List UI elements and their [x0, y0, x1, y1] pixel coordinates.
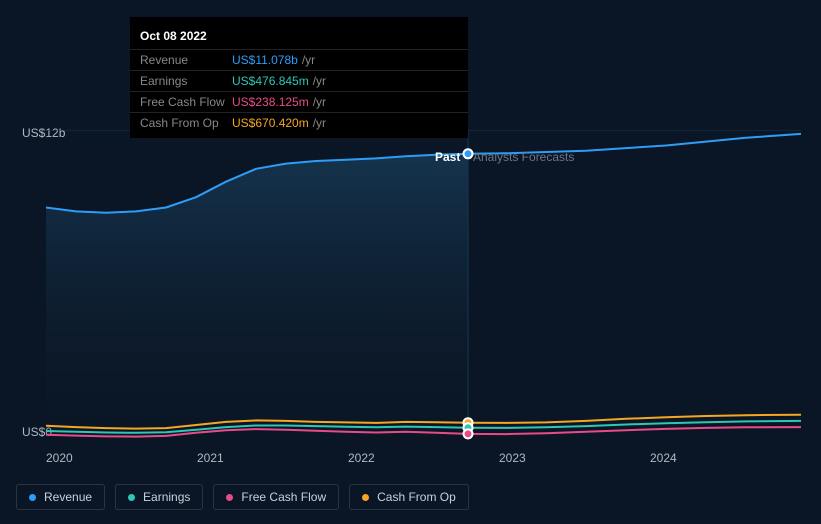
legend-item[interactable]: Earnings: [115, 484, 203, 510]
tooltip-row-label: Cash From Op: [140, 116, 232, 130]
legend: Revenue Earnings Free Cash Flow Cash From O…: [16, 484, 469, 510]
tooltip-row: EarningsUS$476.845m/yr: [130, 71, 468, 92]
legend-dot-icon: [29, 494, 36, 501]
legend-dot-icon: [128, 494, 135, 501]
legend-label: Free Cash Flow: [241, 490, 326, 504]
tooltip-row-unit: /yr: [313, 116, 326, 130]
tooltip-row-label: Free Cash Flow: [140, 95, 232, 109]
legend-item[interactable]: Cash From Op: [349, 484, 469, 510]
tooltip-row-unit: /yr: [302, 53, 315, 67]
tooltip-row: Free Cash FlowUS$238.125m/yr: [130, 92, 468, 113]
tooltip-row-value: US$238.125m: [232, 95, 309, 109]
tooltip-row-label: Revenue: [140, 53, 232, 67]
tooltip-row-label: Earnings: [140, 74, 232, 88]
tooltip-date: Oct 08 2022: [130, 25, 468, 50]
legend-label: Cash From Op: [377, 490, 456, 504]
x-axis-label: 2024: [650, 451, 677, 465]
legend-item[interactable]: Revenue: [16, 484, 105, 510]
past-annotation: Past: [435, 150, 460, 164]
x-axis-label: 2020: [46, 451, 73, 465]
chart-svg: [46, 130, 801, 440]
forecasts-annotation: Analysts Forecasts: [473, 150, 574, 164]
legend-dot-icon: [226, 494, 233, 501]
tooltip-row: RevenueUS$11.078b/yr: [130, 50, 468, 71]
x-axis-label: 2021: [197, 451, 224, 465]
tooltip-row-value: US$11.078b: [232, 53, 298, 67]
tooltip-row-value: US$670.420m: [232, 116, 309, 130]
chart-tooltip: Oct 08 2022 RevenueUS$11.078b/yrEarnings…: [130, 17, 468, 138]
x-axis-label: 2023: [499, 451, 526, 465]
x-axis-label: 2022: [348, 451, 375, 465]
tooltip-row: Cash From OpUS$670.420m/yr: [130, 113, 468, 138]
tooltip-row-value: US$476.845m: [232, 74, 309, 88]
legend-label: Earnings: [143, 490, 190, 504]
tooltip-row-unit: /yr: [313, 95, 326, 109]
legend-label: Revenue: [44, 490, 92, 504]
legend-dot-icon: [362, 494, 369, 501]
tooltip-row-unit: /yr: [313, 74, 326, 88]
legend-item[interactable]: Free Cash Flow: [213, 484, 339, 510]
chart-container: US$12b US$0: [16, 120, 806, 450]
